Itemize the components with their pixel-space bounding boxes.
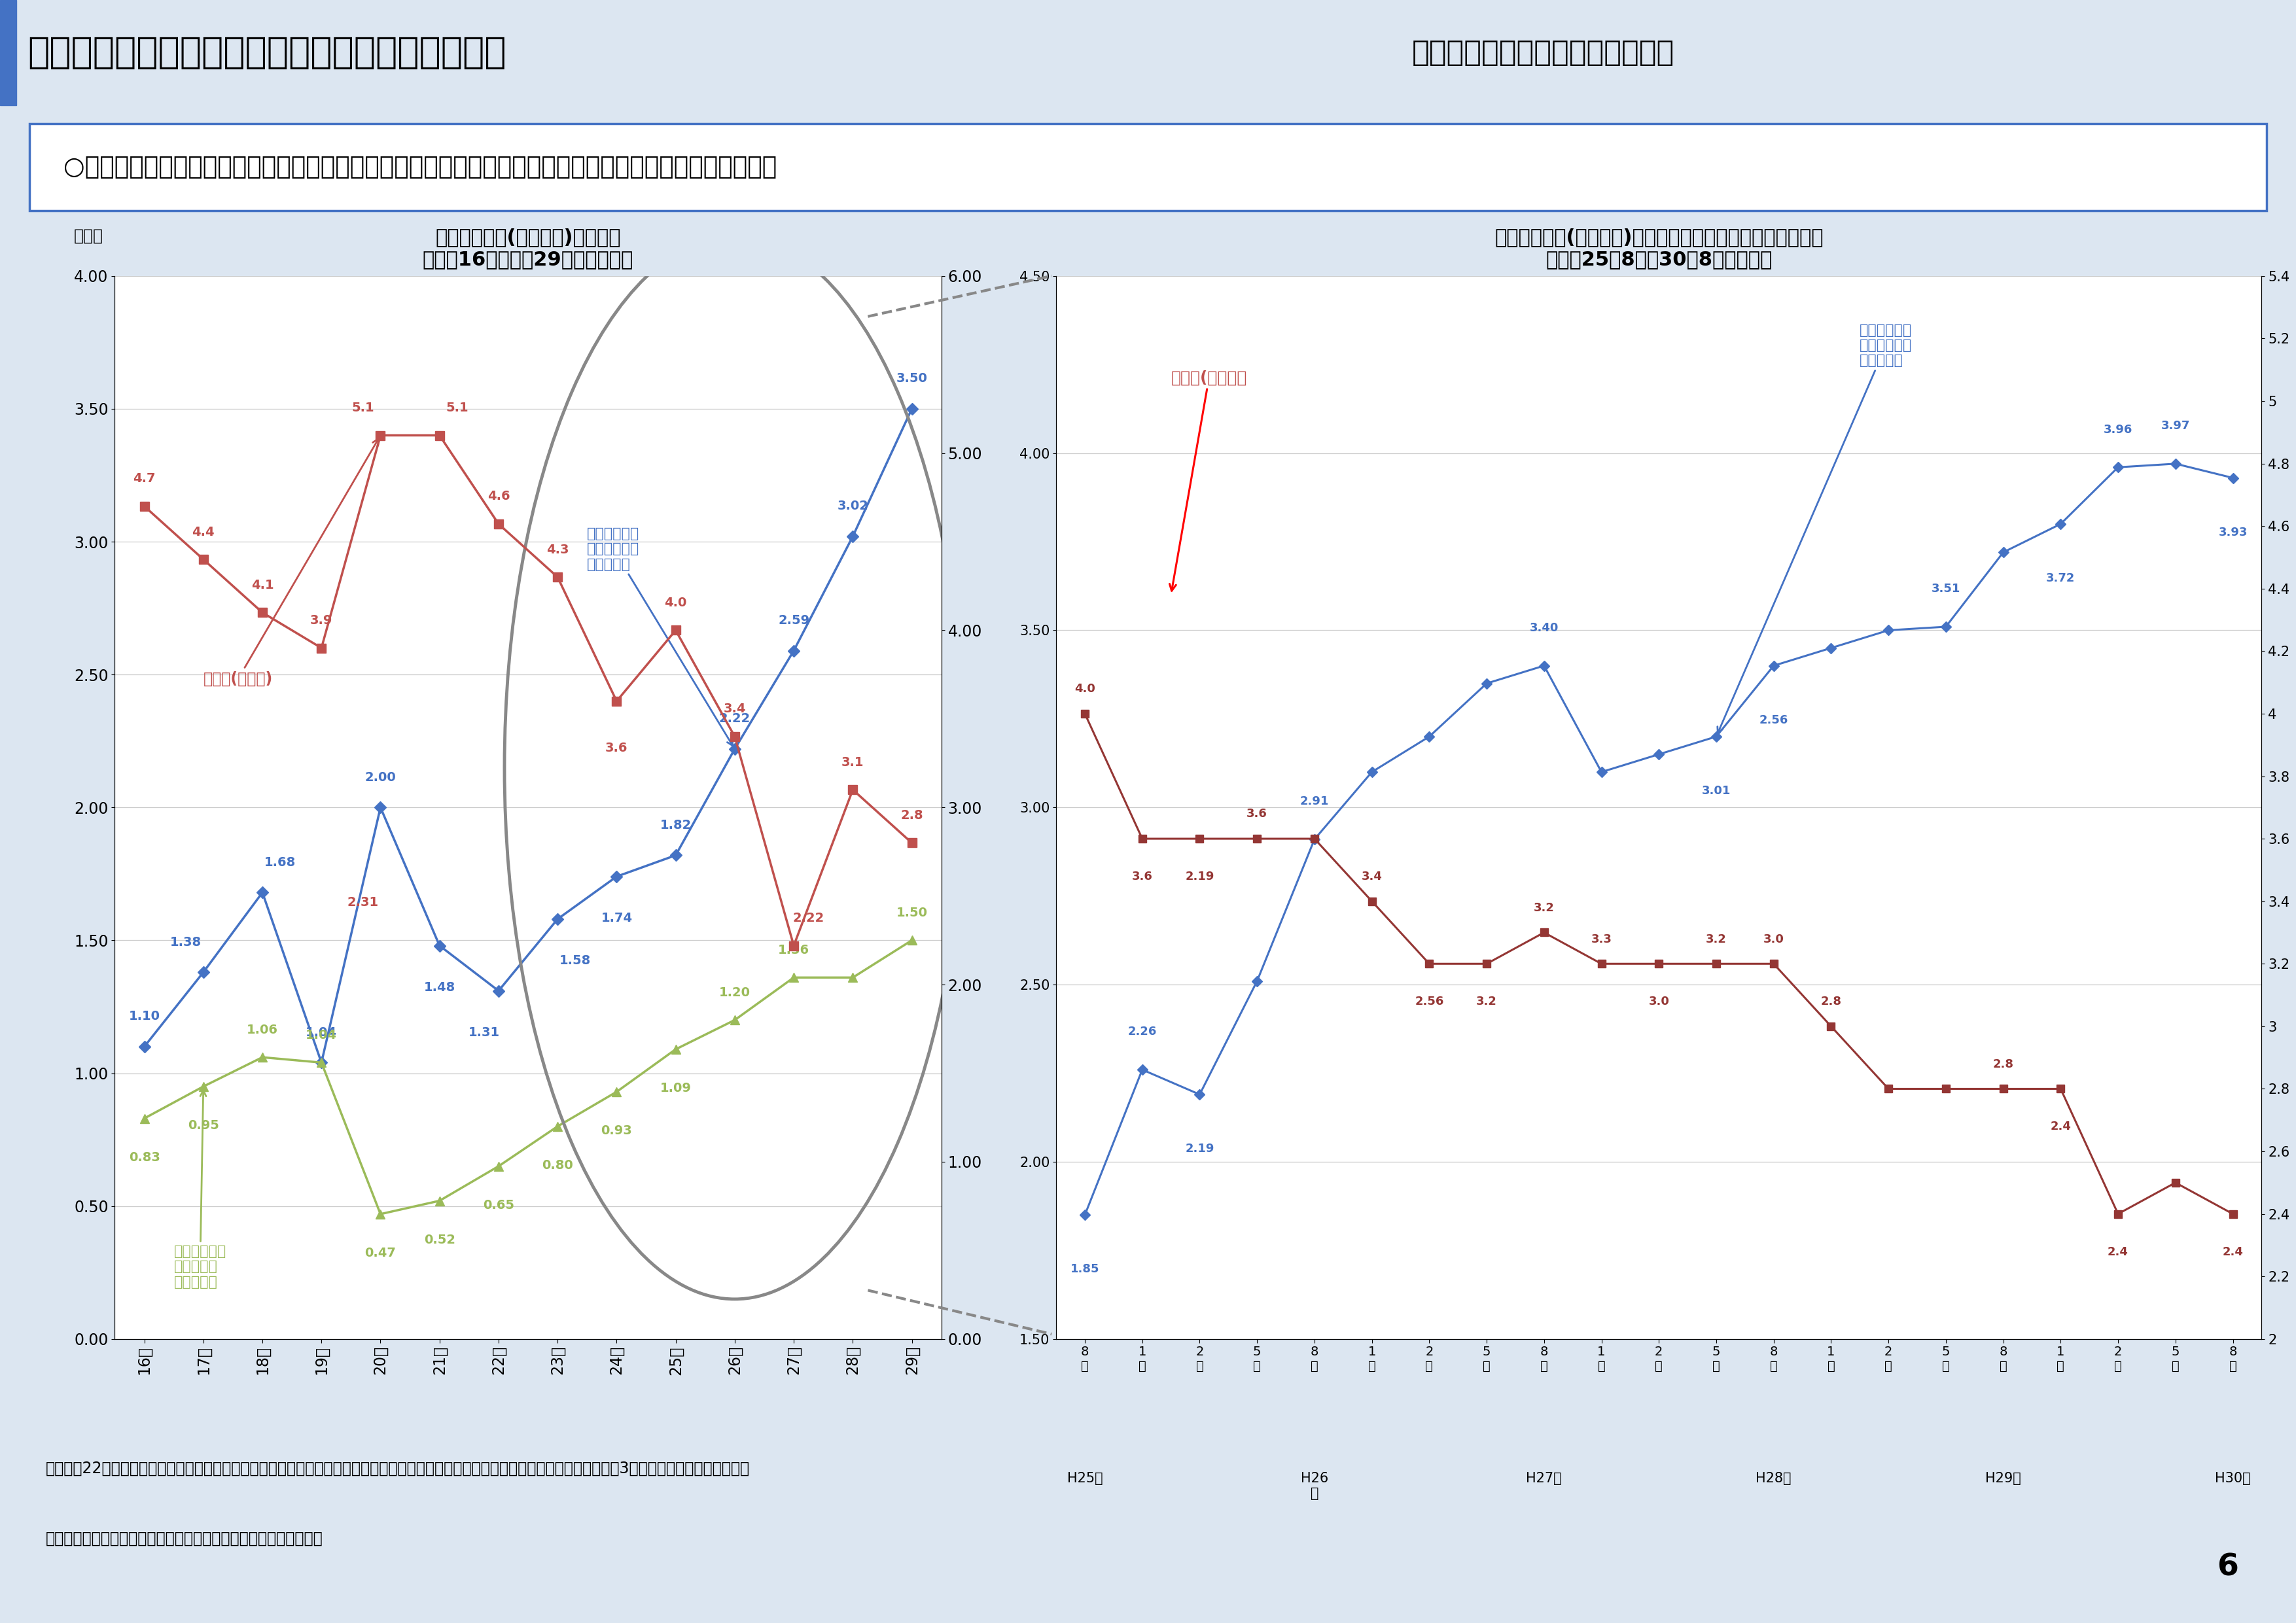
Text: 3.6: 3.6: [1132, 870, 1153, 883]
Text: H27年: H27年: [1527, 1472, 1561, 1485]
Text: 2.19: 2.19: [1185, 870, 1215, 883]
Text: ○　介護関係の職種の有効求人倍率は、依然として高い水準にあり、全産業より高い水準で推移している。: ○ 介護関係の職種の有効求人倍率は、依然として高い水準にあり、全産業より高い水準…: [64, 156, 776, 179]
Text: 4.4: 4.4: [193, 526, 216, 539]
Text: 0.52: 0.52: [425, 1233, 455, 1246]
Text: 3.2: 3.2: [1706, 933, 1727, 945]
Text: 3.6: 3.6: [606, 742, 627, 755]
Text: 【出典】厚生労働省「職業安定業務統計」、総務省「労働力調査」: 【出典】厚生労働省「職業安定業務統計」、総務省「労働力調査」: [46, 1530, 324, 1547]
Text: 4.6: 4.6: [487, 490, 510, 503]
Text: 1.10: 1.10: [129, 1010, 161, 1022]
Text: 2.91: 2.91: [1300, 795, 1329, 808]
Text: 2.4: 2.4: [2223, 1246, 2243, 1258]
Text: 1.20: 1.20: [719, 987, 751, 998]
Text: 2.56: 2.56: [1759, 714, 1789, 725]
Text: 3.51: 3.51: [1931, 583, 1961, 596]
Text: 3.9: 3.9: [310, 613, 333, 626]
Text: 2.4: 2.4: [2108, 1246, 2128, 1258]
Text: （有効求人倍率と失業率の動向）: （有効求人倍率と失業率の動向）: [1412, 39, 1674, 67]
Text: H29年: H29年: [1986, 1472, 2020, 1485]
Text: 4.3: 4.3: [546, 544, 569, 555]
Text: 3.2: 3.2: [1534, 902, 1554, 914]
Text: 2.26: 2.26: [1127, 1026, 1157, 1037]
Bar: [0, 0, 16, 105]
Text: 1.04: 1.04: [305, 1026, 338, 1039]
Text: 3.0: 3.0: [1763, 933, 1784, 945]
Text: 3.0: 3.0: [1649, 997, 1669, 1008]
Text: 3.01: 3.01: [1701, 786, 1731, 797]
Text: 1.50: 1.50: [895, 907, 928, 919]
Text: 1.04: 1.04: [305, 1029, 338, 1042]
Text: 失業率(右目盛）: 失業率(右目盛）: [1169, 370, 1247, 591]
Text: 2.31: 2.31: [347, 896, 379, 909]
Text: 3.4: 3.4: [1362, 870, 1382, 883]
Text: 3.93: 3.93: [2218, 526, 2248, 539]
Text: 6: 6: [2218, 1553, 2239, 1582]
Text: 1.48: 1.48: [425, 980, 455, 993]
Text: 有効求人倍率
（全職業）
（左目盛）: 有効求人倍率 （全職業） （左目盛）: [174, 1091, 227, 1289]
Text: 3.72: 3.72: [2046, 573, 2076, 584]
Text: 1.36: 1.36: [778, 945, 810, 956]
Text: 2.00: 2.00: [365, 771, 397, 784]
Title: 有効求人倍率(介護分野)（原数値）と失業率（季節調整値）
【平成25年8月〜30年8月／月別】: 有効求人倍率(介護分野)（原数値）と失業率（季節調整値） 【平成25年8月〜30…: [1495, 227, 1823, 269]
Text: 0.47: 0.47: [365, 1246, 397, 1259]
Text: 4.0: 4.0: [1075, 683, 1095, 695]
Text: 3.4: 3.4: [723, 703, 746, 716]
Text: 1.82: 1.82: [659, 820, 691, 831]
Text: 4.7: 4.7: [133, 472, 156, 485]
Text: 1.38: 1.38: [170, 936, 202, 948]
Text: 1.06: 1.06: [246, 1024, 278, 1035]
Text: H25年: H25年: [1068, 1472, 1102, 1485]
Text: 失業率(右目盛): 失業率(右目盛): [204, 438, 379, 687]
Text: 3.1: 3.1: [843, 756, 863, 768]
Text: 3.02: 3.02: [838, 500, 868, 513]
Text: 0.80: 0.80: [542, 1159, 574, 1172]
Text: 0.93: 0.93: [602, 1125, 631, 1138]
Text: 1.85: 1.85: [1070, 1263, 1100, 1276]
Text: 1.31: 1.31: [468, 1026, 501, 1039]
Text: 3.50: 3.50: [895, 372, 928, 385]
Text: 2.56: 2.56: [1414, 997, 1444, 1008]
Text: 2.19: 2.19: [1185, 1143, 1215, 1154]
Text: 3.3: 3.3: [1591, 933, 1612, 945]
Text: 有効求人倍率
（介護分野）
（左目盛）: 有効求人倍率 （介護分野） （左目盛）: [1717, 323, 1913, 734]
Text: H26
年: H26 年: [1300, 1472, 1329, 1500]
Text: 1.74: 1.74: [602, 912, 631, 925]
Text: H28年: H28年: [1756, 1472, 1791, 1485]
Text: 0.65: 0.65: [482, 1199, 514, 1211]
Text: 5.1: 5.1: [445, 401, 468, 414]
Text: 1.68: 1.68: [264, 857, 296, 868]
Text: 2.22: 2.22: [792, 912, 824, 925]
Text: 2.59: 2.59: [778, 613, 810, 626]
Text: H30年: H30年: [2216, 1472, 2250, 1485]
Text: 1.58: 1.58: [560, 954, 590, 967]
Text: 2.4: 2.4: [2050, 1121, 2071, 1133]
Text: 4.0: 4.0: [664, 597, 687, 609]
Text: 2.8: 2.8: [900, 810, 923, 821]
Text: 0.95: 0.95: [188, 1120, 218, 1131]
Text: 3.96: 3.96: [2103, 424, 2133, 435]
Text: 2.8: 2.8: [1821, 997, 1841, 1008]
Text: 3.2: 3.2: [1476, 997, 1497, 1008]
Text: 介護関係職種の人材確保の状況と労働市場の動向: 介護関係職種の人材確保の状況と労働市場の動向: [28, 36, 505, 70]
Text: 3.97: 3.97: [2161, 420, 2190, 432]
Text: 0.83: 0.83: [129, 1151, 161, 1164]
Text: （倍）: （倍）: [73, 229, 103, 243]
Text: 注）平成22年度の失業率は東日本大震災の影響により、岩手県、宮城県及び福島県において調査の実施が困難な状況となっており、当該3県を除く結果となっている。: 注）平成22年度の失業率は東日本大震災の影響により、岩手県、宮城県及び福島県にお…: [46, 1461, 751, 1477]
Text: 5.1: 5.1: [351, 401, 374, 414]
Text: 1.09: 1.09: [659, 1083, 691, 1094]
Title: 有効求人倍率(介護分野)と失業率
【平成16年〜平成29年／暦年別】: 有効求人倍率(介護分野)と失業率 【平成16年〜平成29年／暦年別】: [422, 227, 634, 269]
Text: 2.22: 2.22: [719, 712, 751, 725]
Text: 3.6: 3.6: [1247, 808, 1267, 820]
FancyBboxPatch shape: [30, 123, 2266, 211]
Text: 4.1: 4.1: [250, 579, 273, 591]
Text: 2.8: 2.8: [1993, 1058, 2014, 1070]
Text: 3.40: 3.40: [1529, 622, 1559, 635]
Text: 有効求人倍率
（介護分野）
（左目盛）: 有効求人倍率 （介護分野） （左目盛）: [588, 527, 732, 745]
